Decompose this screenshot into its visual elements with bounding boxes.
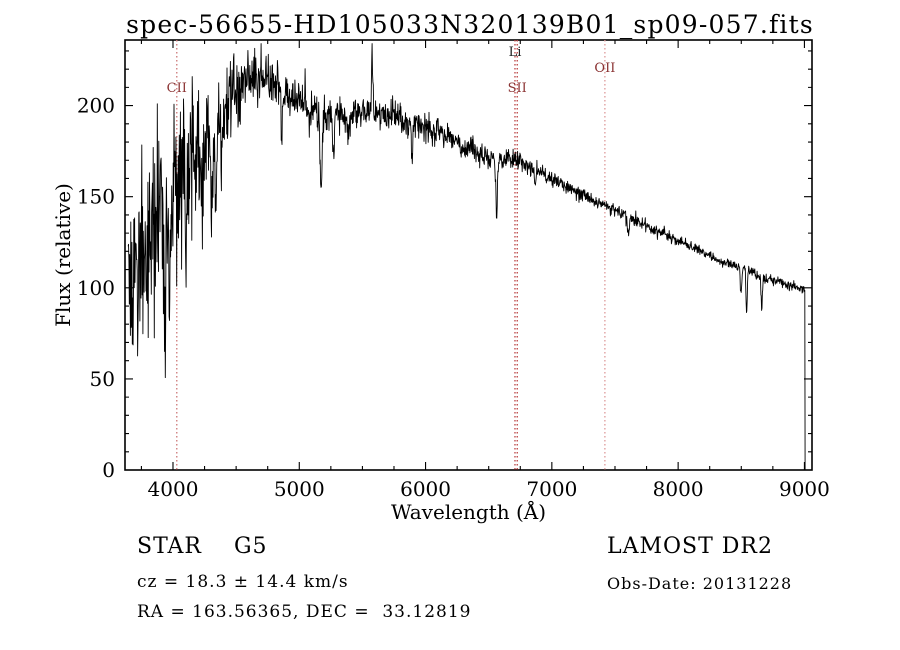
axis-ticks [125,40,812,471]
y-tick-label: 100 [77,276,115,300]
y-tick-label: 150 [77,185,115,209]
y-tick-label: 200 [77,94,115,118]
cz-velocity-label: cz = 18.3 ± 14.4 km/s [137,572,349,592]
x-tick-label: 5000 [274,477,325,501]
survey-label: LAMOST DR2 [607,534,773,559]
object-class-label: STAR G5 [137,534,268,559]
y-axis-label: Flux (relative) [51,183,75,327]
spectral-line-label-OII: OII [594,61,615,76]
x-tick-label: 7000 [526,477,577,501]
obs-date-label: Obs-Date: 20131228 [607,574,793,593]
x-tick-label: 4000 [148,477,199,501]
spectral-line-label-CII: CII [167,81,187,96]
x-tick-label: 8000 [653,477,704,501]
spectral-line-label-SII: SII [508,81,527,96]
y-tick-label: 0 [102,458,115,482]
axes-frame [124,39,813,471]
ra-dec-label: RA = 163.56365, DEC = 33.12819 [137,602,472,622]
y-tick-label: 50 [90,367,115,391]
plot-title: spec-56655-HD105033N320139B01_sp09-057.f… [126,10,814,39]
x-tick-label: 6000 [400,477,451,501]
x-axis-label: Wavelength (Å) [390,500,547,524]
spectral-line-label-Li: Li [509,45,522,60]
spectrum-trace [127,43,806,471]
x-tick-label: 9000 [779,477,830,501]
